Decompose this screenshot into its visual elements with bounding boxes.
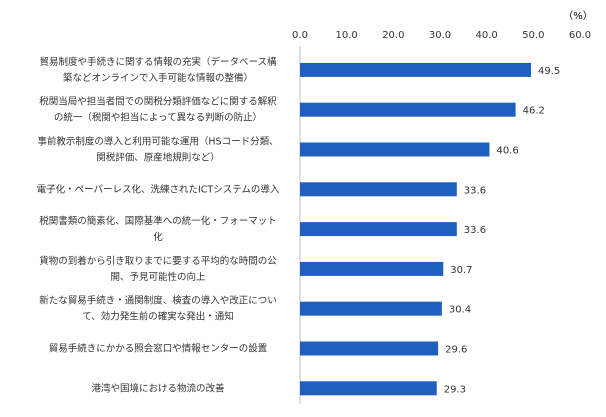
bar [300,301,442,316]
bar-value-label: 30.7 [450,265,472,276]
x-tick-label: 40.0 [476,30,498,41]
category-label: 開、予見可能性の向上 [110,271,206,283]
bar [300,142,490,157]
category-labels: 貿易制度や手続きに関する情報の充実（データベース構築などオンラインで入手可能な情… [37,56,280,394]
bar [300,102,516,117]
x-tick-labels: 0.0 10.0 20.0 30.0 40.0 50.0 60.0 [292,30,591,41]
category-label: 税関当局や担当者間での関税分類評価などに関する解釈 [39,96,277,108]
bar-value-label: 46.2 [523,106,545,117]
bar [300,62,531,77]
unit-label: （%） [563,10,593,22]
bar [300,182,457,197]
bar [300,222,457,237]
bar-value-label: 29.6 [445,345,467,356]
bar-value-label: 40.6 [496,146,518,157]
x-tick-label: 20.0 [382,30,404,41]
category-label: 築などオンラインで入手可能な情報の整備） [63,72,253,84]
bar [300,261,444,276]
category-label: の統一（税関や担当によって異なる判断の防止） [54,112,262,124]
bar [300,381,437,396]
category-label: 貨物の到着から引き取りまでに要する平均的な時間の公 [39,255,277,267]
category-label: 関税評価、原産地規則など） [96,152,220,164]
bars [300,62,531,396]
bar-value-label: 29.3 [444,384,466,395]
bar [300,341,439,356]
category-label: て、効力発生前の確実な発出・通知 [82,311,234,323]
category-label: 貿易手続きにかかる照会窓口や情報センターの設置 [49,343,268,355]
x-tick-label: 30.0 [429,30,451,41]
category-label: 新たな貿易手続き・通関制度、検査の導入や改正につい [39,295,277,307]
bar-value-label: 33.6 [464,225,486,236]
category-label: 事前教示制度の導入と利用可能な運用（HSコード分類、 [37,136,278,148]
category-label: 貿易制度や手続きに関する情報の充実（データベース構 [39,56,277,68]
x-tick-label: 10.0 [336,30,358,41]
category-label: 化 [153,231,163,243]
x-tick-label: 0.0 [292,30,308,41]
x-tick-label: 60.0 [569,30,591,41]
value-labels: 49.5 46.2 40.6 33.6 33.6 30.7 30.4 29.6 29.3 [444,66,561,395]
x-tick-label: 50.0 [522,30,544,41]
category-label: 港湾や国境における物流の改善 [91,382,225,394]
category-label: 電子化・ペーパーレス化、洗練されたICTシステムの導入 [37,183,280,195]
category-label: 税関書類の簡素化、国際基準への統一化・フォーマット [39,215,277,227]
bar-value-label: 49.5 [538,66,560,77]
bar-value-label: 30.4 [449,305,471,316]
bar-value-label: 33.6 [464,185,486,196]
